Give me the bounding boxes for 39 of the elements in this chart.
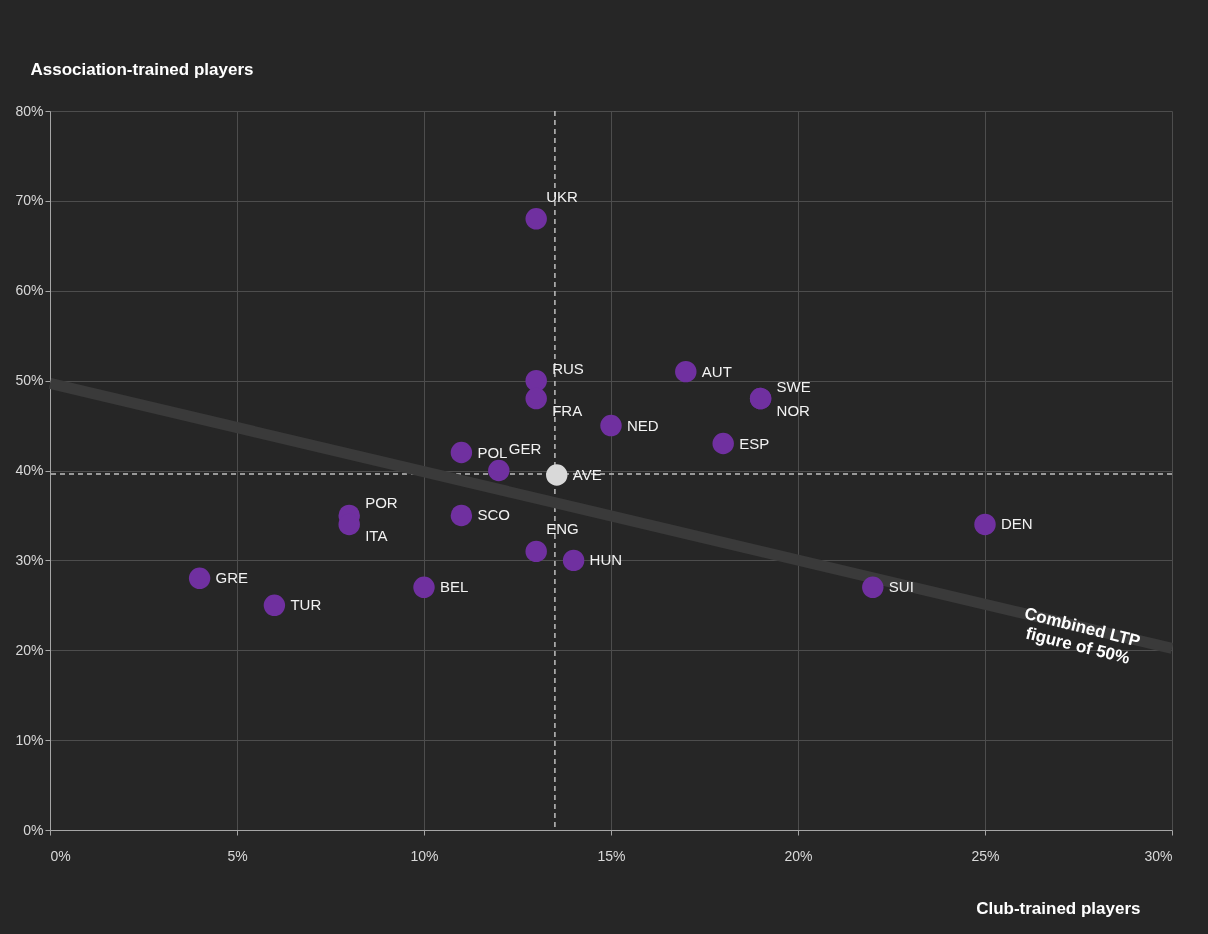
x-tick-label: 0% bbox=[50, 847, 71, 864]
y-axis-title: Association-trained players bbox=[30, 59, 254, 79]
x-tick-label: 10% bbox=[410, 847, 439, 864]
series-label: NED bbox=[627, 416, 659, 434]
x-tick-label: 30% bbox=[1144, 847, 1173, 864]
series-label: HUN bbox=[589, 551, 623, 569]
x-tick-label: 15% bbox=[597, 847, 626, 864]
series-label: RUS bbox=[552, 359, 584, 377]
y-tick-label: 10% bbox=[15, 731, 44, 748]
series-label: ENG bbox=[546, 520, 579, 538]
series-label: TUR bbox=[290, 596, 322, 614]
series-label: SCO bbox=[477, 506, 510, 524]
series-label: POR bbox=[365, 494, 398, 512]
y-tick-label: 50% bbox=[15, 372, 44, 389]
series-label: GRE bbox=[215, 569, 249, 587]
series-label: ITA bbox=[365, 527, 388, 545]
series-label: AVE bbox=[572, 465, 602, 483]
series-label: AUT bbox=[701, 362, 732, 380]
series-label: SUI bbox=[888, 578, 914, 596]
series-label: GER bbox=[508, 439, 542, 457]
x-tick-label: 25% bbox=[971, 847, 1000, 864]
y-tick-label: 60% bbox=[15, 282, 44, 299]
y-tick-label: 40% bbox=[15, 462, 44, 478]
y-tick-label: 20% bbox=[15, 641, 44, 658]
series-label: NOR bbox=[776, 401, 811, 419]
series-label: DEN bbox=[1001, 515, 1033, 533]
y-tick-label: 70% bbox=[15, 192, 44, 209]
y-tick-label: 0% bbox=[23, 821, 44, 838]
series-label: BEL bbox=[440, 578, 469, 596]
series-label: FRA bbox=[552, 401, 583, 419]
series-label: ESP bbox=[739, 434, 770, 452]
series-label: SWE bbox=[776, 377, 811, 395]
y-tick-label: 30% bbox=[15, 551, 44, 568]
x-axis-title: Club-trained players bbox=[976, 898, 1141, 918]
x-tick-label: 20% bbox=[784, 847, 813, 864]
x-tick-label: 5% bbox=[227, 847, 248, 864]
series-label: UKR bbox=[546, 187, 579, 205]
y-tick-label: 80% bbox=[15, 102, 44, 119]
series-label: POL bbox=[477, 443, 508, 461]
